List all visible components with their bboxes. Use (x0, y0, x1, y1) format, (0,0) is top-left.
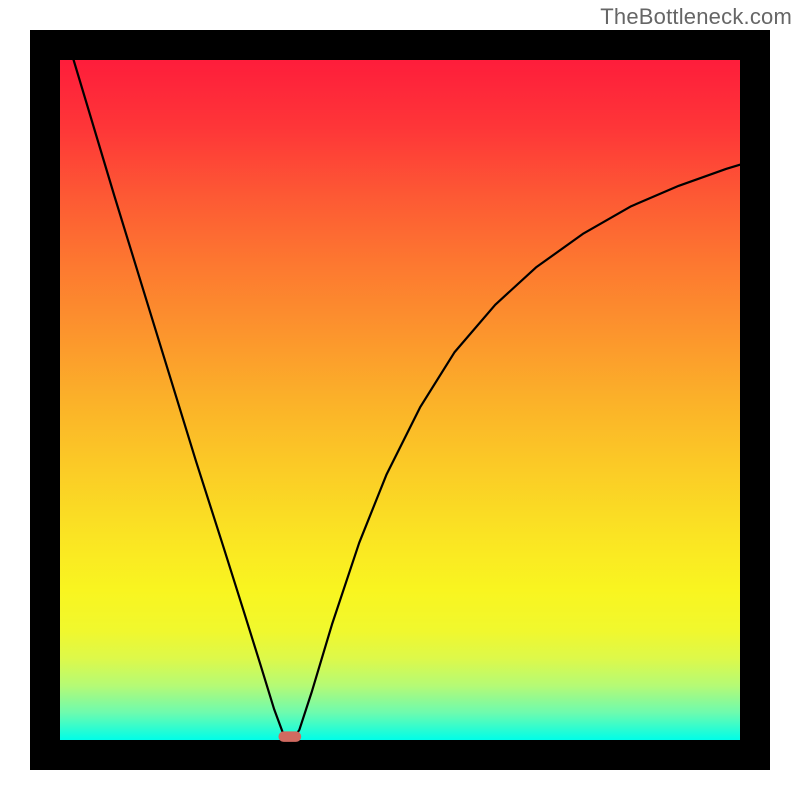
plot-background (60, 60, 740, 740)
minimum-marker (279, 732, 301, 742)
chart-stage: TheBottleneck.com (0, 0, 800, 800)
chart-svg (0, 0, 800, 800)
